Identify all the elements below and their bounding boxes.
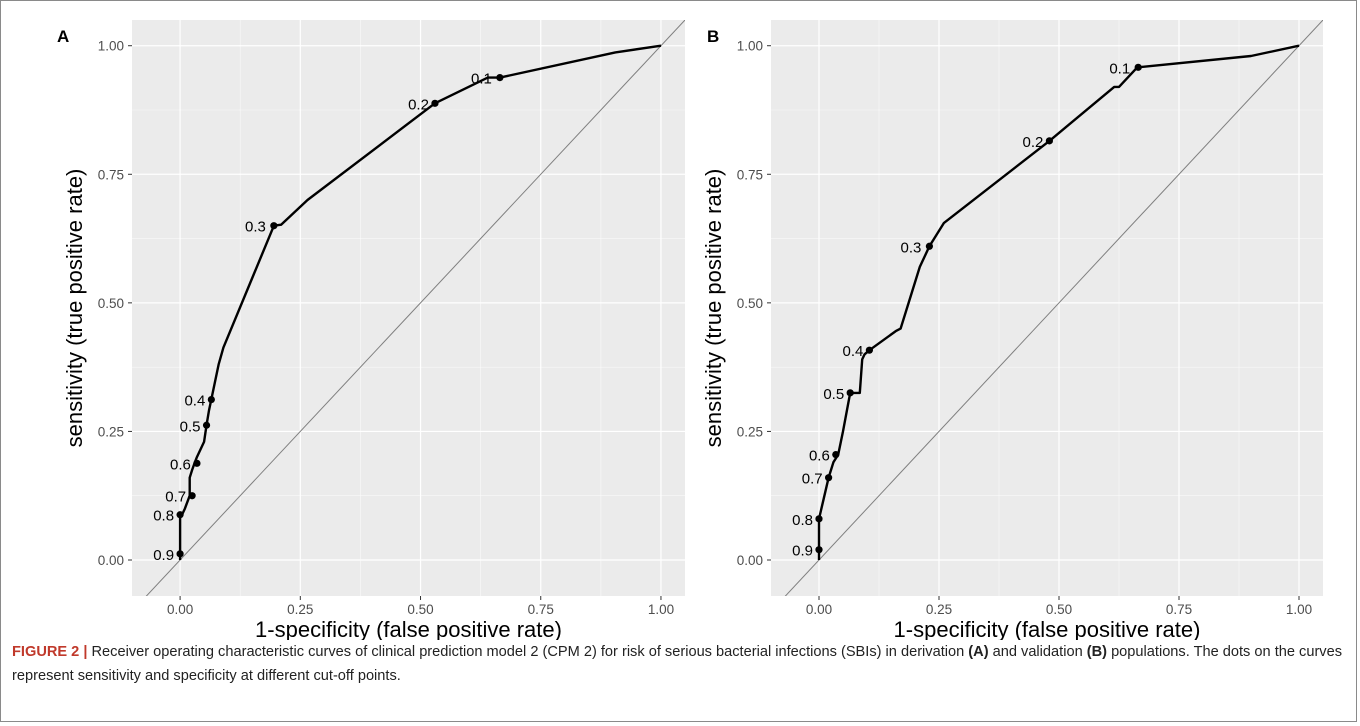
roc-panel-a: 0.1 0.2 0.3 0.4 0.5 0.6 0.7 0.8 0.9 0.00 0.25 0.50 0… [57, 20, 685, 640]
cutoff-point [176, 511, 184, 519]
cutoff-label: 0.8 [153, 508, 174, 525]
x-tick-label: 0.50 [1046, 602, 1072, 617]
y-tick-label: 0.50 [98, 296, 124, 311]
cutoff-label: 0.2 [1023, 134, 1044, 151]
x-tick-label: 0.75 [1166, 602, 1192, 617]
cutoff-label: 0.9 [153, 547, 174, 564]
y-tick-label: 0.00 [737, 553, 763, 568]
x-tick-label: 0.00 [167, 602, 193, 617]
caption-ref-b: (B) [1086, 644, 1108, 660]
cutoff-point [825, 474, 833, 482]
cutoff-label: 0.9 [792, 543, 813, 560]
cutoff-label: 0.4 [184, 393, 205, 410]
x-tick-label: 0.75 [528, 602, 554, 617]
y-tick-label: 0.25 [737, 424, 763, 439]
cutoff-point [832, 450, 840, 459]
cutoff-point [188, 492, 196, 500]
x-tick-label: 1.00 [648, 602, 674, 617]
caption-text-2: and validation [988, 644, 1087, 660]
y-axis-title: sensitivity (true positive rate) [701, 169, 726, 448]
figure-caption: FIGURE 2 | Receiver operating characteri… [12, 640, 1348, 688]
cutoff-point [270, 222, 278, 230]
cutoff-point [865, 346, 874, 354]
caption-ref-a: (A) [968, 644, 989, 660]
y-tick-label: 0.00 [98, 553, 124, 568]
y-tick-label: 0.75 [98, 167, 124, 182]
y-tick-label: 1.00 [737, 39, 763, 54]
x-tick-label: 0.50 [407, 602, 433, 617]
y-tick-label: 0.25 [98, 424, 124, 439]
panel-label: A [57, 27, 69, 46]
cutoff-label: 0.5 [823, 386, 844, 403]
cutoff-point [193, 459, 201, 467]
y-tick-label: 0.50 [737, 296, 763, 311]
cutoff-label: 0.6 [170, 456, 191, 473]
x-tick-label: 1.00 [1286, 602, 1312, 617]
cutoff-point [1134, 63, 1142, 71]
reference-diagonal-line [784, 20, 1323, 596]
cutoff-point [815, 515, 823, 523]
roc-figure: 0.1 0.2 0.3 0.4 0.5 0.6 0.7 0.8 0.9 0.00 0.25 0.50 0… [57, 20, 1323, 640]
cutoff-label: 0.3 [245, 219, 266, 236]
x-axis-title: 1-specificity (false positive rate) [255, 617, 562, 640]
cutoff-point [1045, 137, 1053, 145]
reference-diagonal-line [145, 20, 685, 596]
cutoff-label: 0.1 [471, 71, 492, 88]
cutoff-label: 0.7 [802, 471, 823, 488]
x-axis-title: 1-specificity (false positive rate) [894, 617, 1201, 640]
cutoff-label: 0.3 [901, 239, 922, 256]
plot-background [132, 20, 685, 596]
y-axis-title: sensitivity (true positive rate) [62, 169, 87, 448]
y-tick-label: 0.75 [737, 167, 763, 182]
caption-label: FIGURE 2 | [12, 644, 88, 660]
x-tick-label: 0.25 [926, 602, 952, 617]
cutoff-point [207, 395, 215, 404]
cutoff-label: 0.4 [843, 343, 864, 360]
caption-text-3: populations. The dots on the curves repr… [12, 644, 1343, 684]
cutoff-point [815, 546, 823, 554]
cutoff-point [176, 550, 184, 558]
cutoff-label: 0.7 [165, 489, 186, 506]
cutoff-point [431, 99, 439, 107]
x-tick-label: 0.00 [806, 602, 832, 617]
x-tick-label: 0.25 [287, 602, 313, 617]
caption-text-1: Receiver operating characteristic curves… [87, 644, 969, 660]
cutoff-label: 0.1 [1109, 60, 1130, 77]
panel-label: B [707, 27, 719, 46]
plot-background [771, 20, 1323, 596]
cutoff-label: 0.8 [792, 512, 813, 529]
cutoff-point [925, 242, 934, 250]
cutoff-label: 0.6 [809, 448, 830, 465]
cutoff-label: 0.2 [408, 96, 429, 113]
y-tick-label: 1.00 [98, 39, 124, 54]
cutoff-point [496, 74, 504, 82]
cutoff-label: 0.5 [180, 418, 201, 435]
roc-curve [178, 44, 662, 560]
cutoff-point [846, 389, 854, 397]
roc-panel-b: 0.1 0.2 0.3 0.4 0.5 0.6 0.7 0.8 0.9 0.00 0.25 0.50 0… [701, 20, 1323, 640]
cutoff-point [202, 421, 211, 429]
